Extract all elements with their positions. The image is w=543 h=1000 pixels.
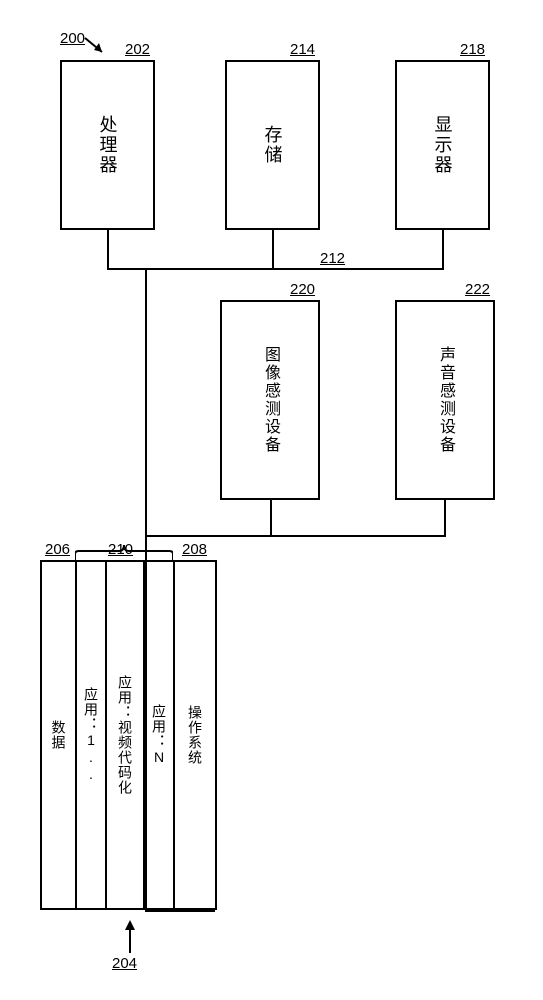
sound-sensor-box: 声音感测设备 xyxy=(395,300,495,500)
stack-cell-app1: 应用：1.. xyxy=(77,562,107,908)
memory-stack: 数据 应用：1.. 应用：视频代码化 应用：N 操作系统 xyxy=(40,560,217,910)
memory-connector-h xyxy=(145,910,215,912)
stack-label-app1: 应用：1.. xyxy=(81,687,101,783)
image-sensor-ref: 220 xyxy=(290,281,315,298)
processor-connector xyxy=(107,230,109,268)
stack-label-os: 操作系统 xyxy=(185,705,205,765)
processor-ref: 202 xyxy=(125,41,150,58)
memory-connector-v xyxy=(213,910,215,912)
image-sensor-box: 图像感测设备 xyxy=(220,300,320,500)
sound-sensor-ref: 222 xyxy=(465,281,490,298)
storage-box: 存储 xyxy=(225,60,320,230)
image-sensor-label: 图像感测设备 xyxy=(258,346,282,454)
storage-ref: 214 xyxy=(290,41,315,58)
bus-bottom-horizontal xyxy=(145,535,445,537)
stack-cell-video: 应用：视频代码化 xyxy=(107,562,145,908)
stack-cell-os: 操作系统 xyxy=(175,562,215,908)
memory-ref: 204 xyxy=(112,955,137,972)
bus-top-line xyxy=(107,268,444,270)
stack-label-appn: 应用：N xyxy=(149,704,169,766)
data-ref: 206 xyxy=(45,541,70,558)
image-sensor-connector xyxy=(270,500,272,537)
stack-label-data: 数据 xyxy=(49,720,69,750)
display-ref: 218 xyxy=(460,41,485,58)
storage-label: 存储 xyxy=(260,125,286,165)
apps-bracket xyxy=(75,545,173,563)
sound-sensor-label: 声音感测设备 xyxy=(433,346,457,454)
display-box: 显示器 xyxy=(395,60,490,230)
processor-box: 处理器 xyxy=(60,60,155,230)
sound-sensor-connector xyxy=(444,500,446,537)
storage-connector xyxy=(272,230,274,268)
os-ref: 208 xyxy=(182,541,207,558)
display-connector xyxy=(442,230,444,268)
stack-label-video: 应用：视频代码化 xyxy=(115,675,135,795)
display-label: 显示器 xyxy=(430,115,456,175)
system-block-diagram: 200 处理器 202 存储 214 显示器 218 212 图像感测设备 22… xyxy=(0,0,543,1000)
processor-label: 处理器 xyxy=(95,115,121,175)
memory-ref-arrow xyxy=(120,920,140,955)
diagram-ref-arrow xyxy=(80,30,110,55)
stack-cell-data: 数据 xyxy=(42,562,77,908)
bus-ref: 212 xyxy=(320,250,345,267)
stack-cell-appn: 应用：N xyxy=(145,562,175,908)
